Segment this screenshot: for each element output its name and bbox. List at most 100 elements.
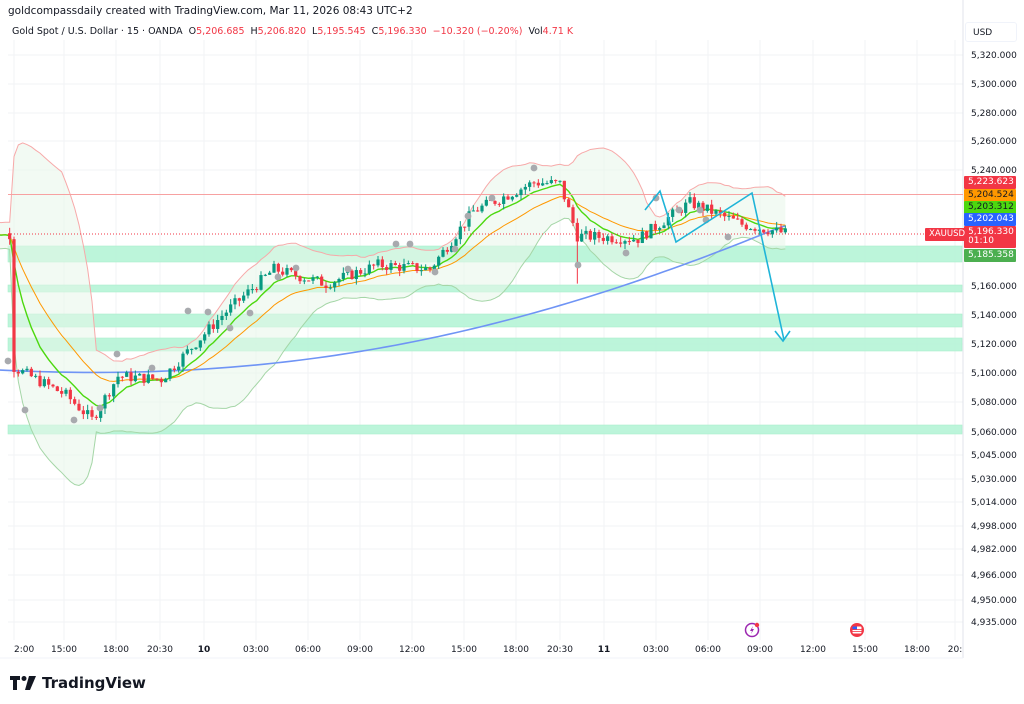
- candle-body: [276, 263, 280, 272]
- candle-body: [350, 270, 354, 280]
- close-value: 5,196.330: [378, 26, 427, 37]
- candle-body: [68, 389, 72, 400]
- candle-body: [398, 264, 402, 271]
- bb-upper-line: [0, 142, 786, 362]
- candles: [8, 176, 787, 422]
- lightning-bolt: [750, 626, 754, 634]
- candle-body: [662, 225, 666, 229]
- us-flag-event-icon[interactable]: [850, 623, 864, 637]
- candle-body: [255, 289, 259, 291]
- fractal-dot: [464, 212, 472, 220]
- price-tick-label: 5,030.000: [971, 475, 1017, 485]
- candle-body: [614, 242, 618, 244]
- candle-body: [744, 224, 748, 230]
- symbol-description[interactable]: Gold Spot / U.S. Dollar · 15 · OANDA: [12, 26, 183, 37]
- price-axis: 5,320.000 5,300.000 5,280.000 5,260.000 5,24…: [971, 51, 1017, 628]
- fractal-dot: [226, 324, 234, 332]
- time-tick-label: 09:00: [747, 645, 773, 655]
- time-tick-label: 03:00: [243, 645, 269, 655]
- fractal-dot: [488, 194, 496, 202]
- time-tick-label: 20:: [948, 645, 962, 655]
- candle-body: [688, 197, 692, 203]
- candle-body: [220, 315, 224, 321]
- candle-body: [554, 180, 558, 182]
- fractal-dot: [724, 233, 732, 241]
- price-tick-label: 5,140.000: [971, 311, 1017, 321]
- fractal-dot: [148, 364, 156, 372]
- volume-label: Vol: [528, 26, 543, 37]
- close-label: C: [371, 26, 379, 37]
- candle-body: [324, 285, 328, 288]
- candle-body: [428, 267, 432, 270]
- fractal-dot: [675, 206, 683, 214]
- lightning-event-icon[interactable]: [744, 622, 760, 638]
- time-tick-label: 2:00: [14, 645, 34, 655]
- candle-body: [302, 280, 306, 282]
- fractal-dot: [574, 261, 582, 269]
- time-axis: 2:00 15:00 18:00 20:30 10 03:00 06:00 09:00 12:0…: [14, 645, 962, 655]
- fractal-dot: [696, 206, 704, 214]
- currency-selector[interactable]: USD: [965, 22, 1017, 42]
- candle-body: [584, 230, 588, 234]
- candle-body: [437, 256, 441, 266]
- candle-body: [770, 230, 774, 235]
- time-tick-label: 03:00: [643, 645, 669, 655]
- projection-drawing: [644, 189, 791, 343]
- time-tick-label: 18:00: [503, 645, 529, 655]
- tradingview-logo[interactable]: TradingView: [10, 674, 146, 692]
- candle-body: [402, 264, 406, 271]
- candle-body: [34, 375, 38, 377]
- open-value: 5,206.685: [196, 26, 245, 37]
- fractal-dot: [204, 308, 212, 316]
- candle-body: [562, 180, 566, 200]
- candle-body: [138, 373, 142, 376]
- candle-body: [64, 389, 68, 394]
- candle-body: [263, 274, 267, 276]
- candle-body: [164, 378, 168, 383]
- candle-body: [692, 197, 696, 209]
- price-tick-label: 5,060.000: [971, 428, 1017, 438]
- fractal-dot: [406, 240, 414, 248]
- candle-body: [623, 241, 627, 244]
- time-tick-label: 12:00: [399, 645, 425, 655]
- candle-body: [168, 368, 172, 379]
- candle-body: [259, 275, 263, 290]
- candle-body: [406, 263, 410, 265]
- candle-body: [133, 375, 137, 382]
- price-tick-label: 5,080.000: [971, 398, 1017, 408]
- price-tick-label: 5,300.000: [971, 80, 1017, 90]
- candle-body: [740, 219, 744, 225]
- candle-body: [94, 416, 98, 418]
- candle-body: [653, 223, 657, 230]
- fractal-dot: [392, 240, 400, 248]
- candle-body: [42, 379, 46, 387]
- candle-body: [454, 239, 458, 246]
- time-tick-label: 09:00: [347, 645, 373, 655]
- candle-body: [55, 386, 59, 392]
- high-label: H: [250, 26, 258, 37]
- candle-body: [593, 232, 597, 240]
- candle-body: [99, 408, 103, 418]
- candle-body: [541, 183, 545, 186]
- candle-body: [224, 312, 228, 316]
- time-tick-label: 20:30: [547, 645, 573, 655]
- candle-body: [281, 271, 285, 275]
- candle-body: [649, 223, 653, 239]
- projection-path: [644, 189, 785, 341]
- candle-body: [47, 379, 51, 385]
- fractal-dot: [184, 307, 192, 315]
- candle-body: [697, 202, 701, 209]
- price-tick-label: 5,260.000: [971, 137, 1017, 147]
- price-tick-label: 4,982.000: [971, 545, 1017, 555]
- candle-body: [528, 182, 532, 187]
- candle-body: [172, 368, 176, 371]
- candle-body: [341, 272, 345, 280]
- candle-body: [445, 249, 449, 252]
- candle-body: [229, 304, 233, 313]
- candle-body: [151, 374, 155, 379]
- candle-body: [307, 280, 311, 282]
- candle-body: [753, 229, 757, 231]
- fractal-dot: [451, 245, 459, 253]
- candle-body: [237, 298, 241, 301]
